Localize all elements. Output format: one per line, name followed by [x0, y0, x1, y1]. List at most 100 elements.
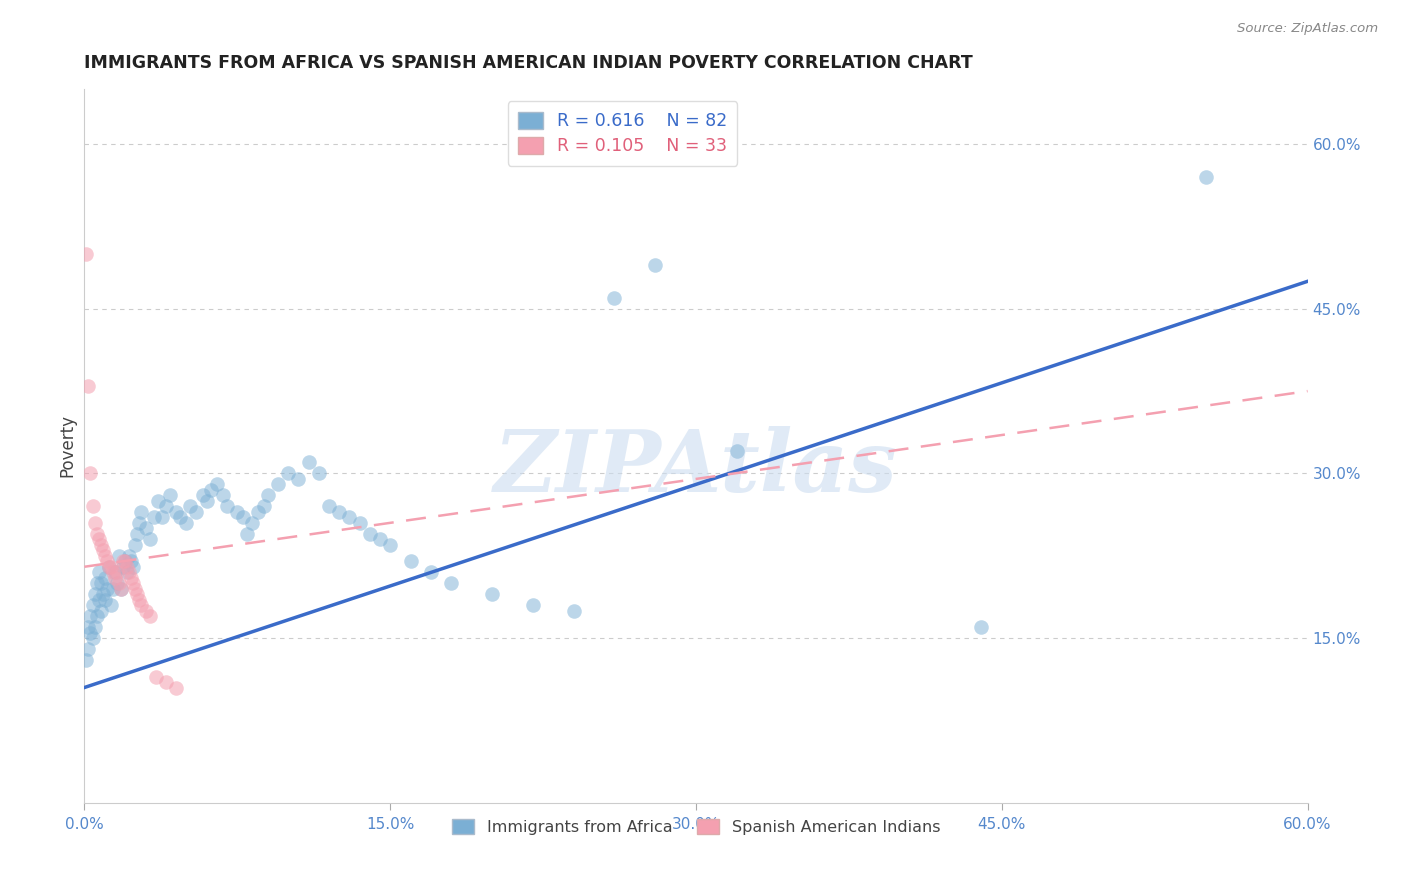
Point	[79, 609, 101, 624]
Point	[562, 604, 585, 618]
Point	[1195, 169, 1218, 184]
Point	[83, 516, 105, 530]
Point	[246, 505, 269, 519]
Point	[108, 549, 131, 563]
Point	[420, 566, 443, 580]
Point	[195, 494, 218, 508]
Point	[179, 500, 201, 514]
Point	[135, 521, 157, 535]
Point	[440, 576, 463, 591]
Point	[101, 582, 124, 596]
Point	[100, 598, 122, 612]
Point	[77, 642, 100, 657]
Point	[83, 620, 105, 634]
Point	[287, 472, 309, 486]
Point	[257, 488, 280, 502]
Point	[127, 587, 149, 601]
Point	[82, 598, 104, 612]
Point	[138, 533, 160, 547]
Point	[200, 483, 222, 497]
Point	[120, 571, 142, 585]
Point	[118, 566, 141, 580]
Point	[79, 625, 101, 640]
Text: IMMIGRANTS FROM AFRICA VS SPANISH AMERICAN INDIAN POVERTY CORRELATION CHART: IMMIGRANTS FROM AFRICA VS SPANISH AMERIC…	[84, 54, 973, 72]
Point	[155, 500, 177, 514]
Point	[186, 505, 208, 519]
Point	[115, 566, 138, 580]
Y-axis label: Poverty: Poverty	[58, 415, 76, 477]
Point	[359, 526, 381, 541]
Point	[75, 247, 97, 261]
Point	[82, 500, 104, 514]
Point	[104, 566, 127, 580]
Point	[145, 669, 167, 683]
Point	[110, 582, 132, 596]
Point	[308, 467, 330, 481]
Point	[100, 559, 122, 574]
Point	[79, 467, 101, 481]
Point	[124, 582, 146, 596]
Point	[77, 620, 100, 634]
Point	[90, 538, 112, 552]
Point	[93, 571, 115, 585]
Point	[277, 467, 299, 481]
Point	[142, 510, 165, 524]
Point	[226, 505, 249, 519]
Legend: Immigrants from Africa, Spanish American Indians: Immigrants from Africa, Spanish American…	[446, 813, 946, 841]
Point	[155, 675, 177, 690]
Point	[122, 559, 145, 574]
Point	[96, 554, 118, 568]
Point	[105, 576, 128, 591]
Point	[212, 488, 235, 502]
Point	[146, 494, 169, 508]
Point	[298, 455, 321, 469]
Point	[91, 587, 114, 601]
Point	[165, 505, 187, 519]
Point	[205, 477, 228, 491]
Point	[267, 477, 290, 491]
Point	[114, 554, 136, 568]
Point	[82, 631, 104, 645]
Text: Source: ZipAtlas.com: Source: ZipAtlas.com	[1237, 22, 1378, 36]
Point	[138, 609, 160, 624]
Point	[83, 587, 105, 601]
Point	[124, 538, 146, 552]
Point	[128, 592, 150, 607]
Point	[970, 620, 993, 634]
Point	[481, 587, 503, 601]
Point	[339, 510, 361, 524]
Point	[115, 559, 138, 574]
Point	[112, 554, 135, 568]
Point	[110, 582, 132, 596]
Point	[87, 533, 110, 547]
Point	[368, 533, 391, 547]
Point	[93, 592, 115, 607]
Point	[253, 500, 276, 514]
Point	[169, 510, 191, 524]
Point	[93, 549, 115, 563]
Point	[128, 516, 150, 530]
Point	[159, 488, 181, 502]
Point	[122, 576, 145, 591]
Point	[91, 543, 114, 558]
Point	[120, 554, 142, 568]
Point	[240, 516, 263, 530]
Point	[87, 592, 110, 607]
Point	[131, 598, 153, 612]
Point	[217, 500, 239, 514]
Point	[90, 576, 112, 591]
Point	[135, 604, 157, 618]
Point	[328, 505, 350, 519]
Point	[104, 571, 127, 585]
Point	[349, 516, 371, 530]
Point	[174, 516, 197, 530]
Point	[90, 604, 112, 618]
Point	[127, 526, 149, 541]
Point	[86, 609, 108, 624]
Point	[101, 566, 124, 580]
Point	[112, 559, 135, 574]
Point	[86, 576, 108, 591]
Point	[380, 538, 402, 552]
Point	[77, 378, 100, 392]
Point	[105, 566, 128, 580]
